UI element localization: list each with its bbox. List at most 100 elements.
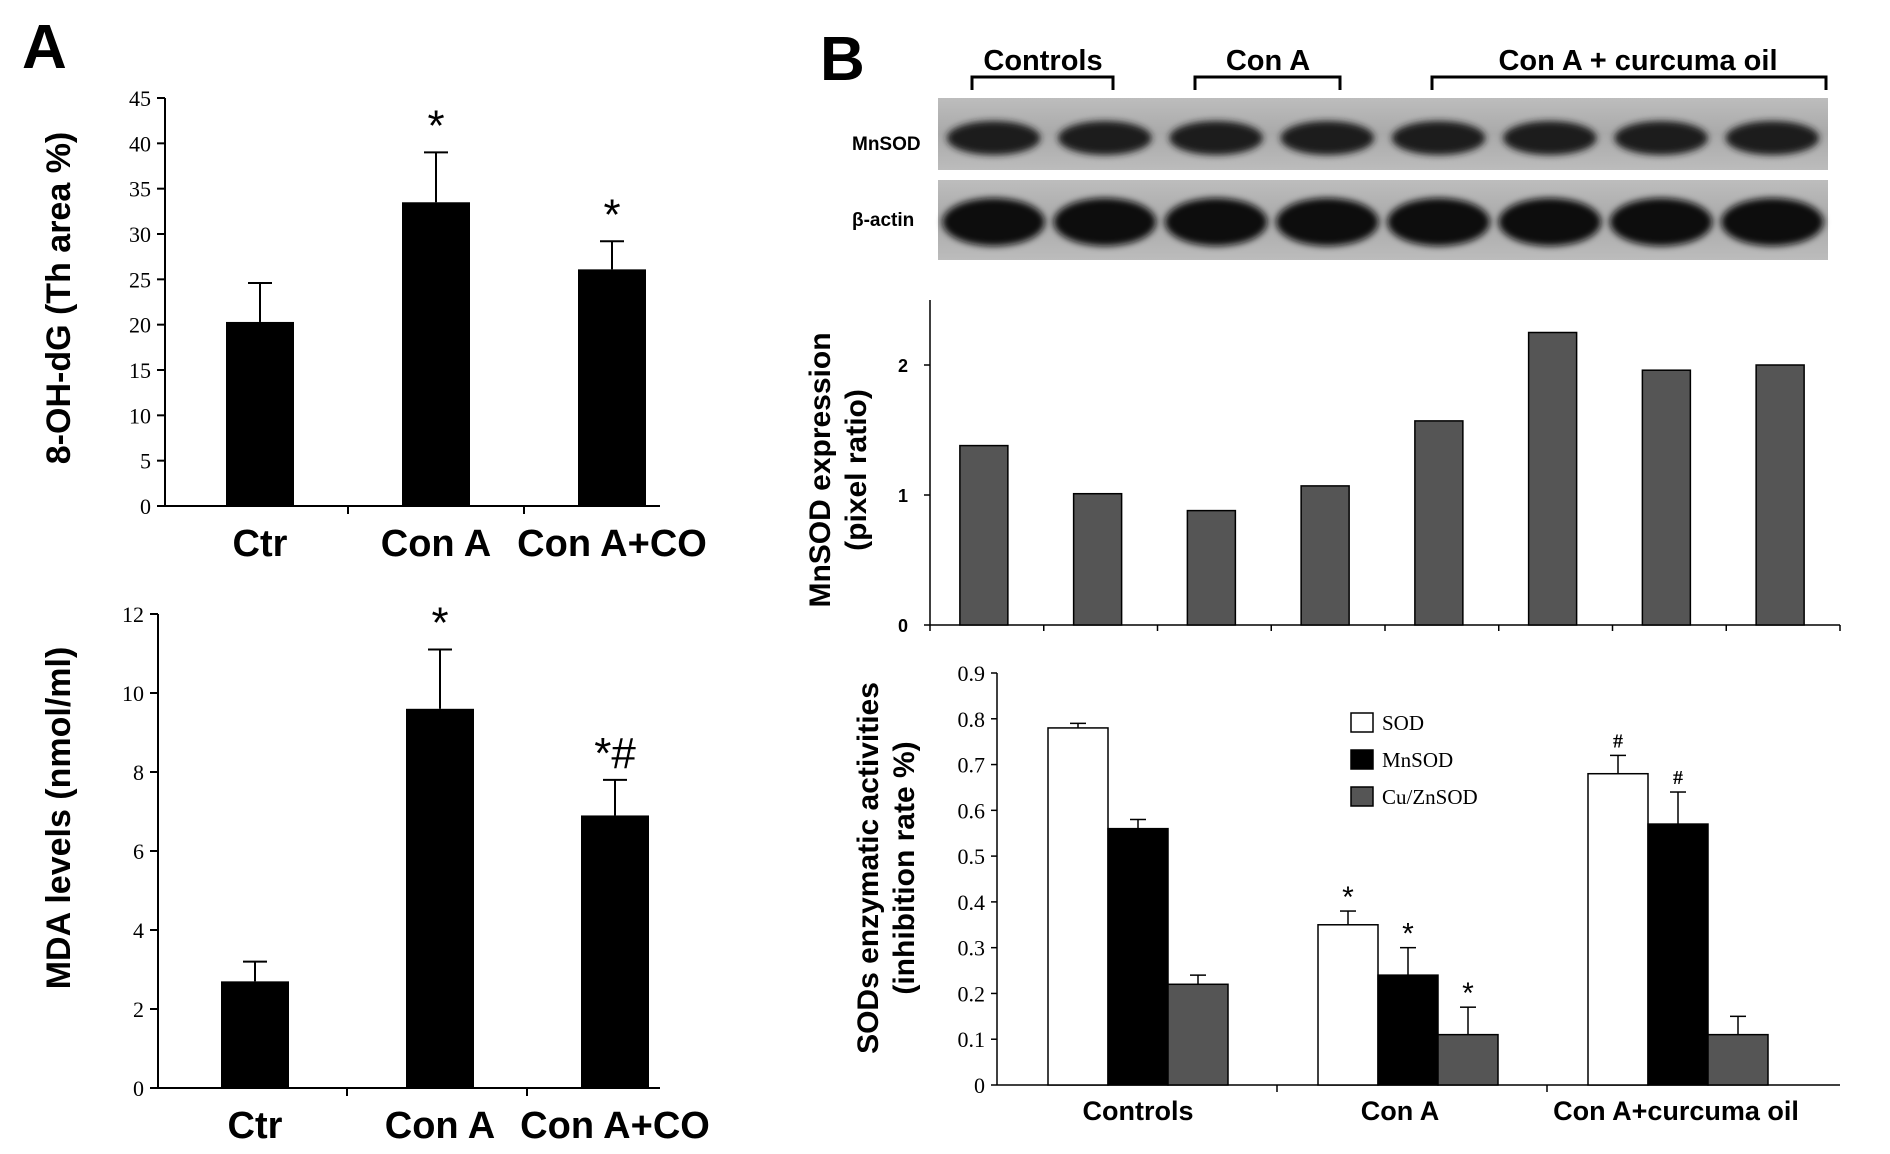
blot-group-cona: Con A: [1193, 45, 1342, 90]
mda-bar: [221, 981, 289, 1088]
ohdg-y-tick-label: 25: [129, 267, 151, 292]
ohdg-x-axis: Ctr Con A Con A+CO: [233, 523, 707, 565]
mda-y-tick-label: 10: [122, 681, 144, 706]
mda-y-axis-title: MDA levels (nmol/ml): [40, 647, 78, 990]
blot-band-actin: [942, 198, 1045, 246]
expr-y-axis-title-line1: MnSOD expression: [804, 332, 837, 607]
ohdg-y-tick-label: 15: [129, 358, 151, 383]
blot-row-label-mnsod: MnSOD: [852, 134, 921, 155]
expr-bar: [1414, 420, 1464, 626]
ohdg-y-tick-label: 30: [129, 222, 151, 247]
mda-y-tick-label: 6: [133, 839, 144, 864]
sod-significance-mark: #: [1673, 767, 1683, 789]
sod-y-tick-label: 0.9: [958, 661, 986, 686]
ohdg-bar: [578, 269, 646, 506]
blot-band-actin: [1721, 198, 1824, 246]
mda-bars: * *#: [221, 599, 649, 1088]
ohdg-y-tick-label: 5: [140, 449, 151, 474]
blot-group-label: Controls: [983, 45, 1102, 77]
mda-y-tick-label: 4: [133, 918, 144, 943]
blot-band-actin: [1498, 198, 1602, 246]
mda-category-label: Con A+CO: [520, 1105, 710, 1147]
chart-sod-activity: 0 0.1 0.2 0.3 0.4 0.5 0.6 0.7 0.8 0.9 * # * # * Contr…: [852, 661, 1840, 1126]
panel-label-b: B: [820, 25, 865, 94]
blot-band-actin: [1276, 198, 1379, 246]
sod-significance-mark: #: [1613, 730, 1623, 752]
blot-group-controls: Controls: [970, 45, 1115, 90]
expr-bar: [1755, 364, 1805, 626]
ohdg-bar: [402, 202, 470, 506]
sod-bar: [1047, 727, 1109, 1086]
mda-category-label: Con A: [385, 1105, 495, 1147]
sod-bar: [1317, 924, 1379, 1086]
sod-y-tick-label: 0.2: [958, 981, 986, 1006]
expr-y-tick-label: 2: [898, 356, 908, 376]
blot-band-mnsod: [1058, 121, 1152, 155]
sod-bar: [1707, 1033, 1769, 1086]
sod-legend: SOD MnSOD Cu/ZnSOD: [1350, 711, 1478, 809]
blot-band-mnsod: [1391, 121, 1486, 155]
expr-bars: [959, 331, 1805, 626]
sod-significance-mark: *: [1402, 918, 1414, 951]
expr-y-axis-title-line2: (pixel ratio): [840, 389, 873, 551]
ohdg-y-tick-label: 20: [129, 313, 151, 338]
blot-band-actin: [1053, 198, 1157, 246]
legend-label-sod: SOD: [1382, 711, 1424, 735]
sod-y-tick-label: 0.6: [958, 798, 986, 823]
legend-label-cuznsod: Cu/ZnSOD: [1382, 785, 1478, 809]
ohdg-significance-mark: *: [427, 101, 444, 150]
legend-label-mnsod: MnSOD: [1382, 748, 1453, 772]
expr-y-tick-label: 0: [898, 616, 908, 636]
sod-y-axis-title-line2: (inhibition rate %): [888, 741, 921, 994]
blot-group-bracket: [1430, 75, 1828, 90]
legend-swatch-sod: [1350, 712, 1374, 733]
sod-y-tick-label: 0.4: [958, 890, 986, 915]
sod-bar: [1647, 823, 1709, 1086]
mda-y-tick-label: 2: [133, 997, 144, 1022]
legend-swatch-cuznsod: [1350, 786, 1374, 807]
chart-mda: 0 2 4 6 8 10 12 * *# Ctr Con A Con A+CO MDA level…: [40, 599, 710, 1147]
sod-y-tick-label: 0.3: [958, 936, 986, 961]
mda-y-axis: 0 2 4 6 8 10 12: [122, 602, 660, 1101]
sod-y-tick-label: 0.5: [958, 844, 986, 869]
legend-swatch-mnsod: [1350, 749, 1374, 770]
mda-bar: [581, 815, 649, 1088]
ohdg-bar: [226, 321, 294, 506]
sod-bar: [1167, 983, 1229, 1086]
expr-bar: [1072, 492, 1123, 626]
blot-band-mnsod: [1614, 121, 1708, 155]
mda-significance-mark: *: [431, 599, 448, 648]
blot-group-bracket: [970, 75, 1115, 90]
blot-band-actin: [1609, 198, 1713, 246]
ohdg-category-label: Con A+CO: [517, 523, 707, 565]
sod-y-tick-label: 0.8: [958, 707, 986, 732]
ohdg-category-label: Con A: [381, 523, 491, 565]
expr-bar: [1186, 509, 1237, 626]
sod-y-axis-title-line1: SODs enzymatic activities: [852, 682, 885, 1054]
ohdg-y-tick-label: 45: [129, 86, 151, 111]
sod-bar: [1377, 974, 1439, 1086]
blot-row-label-actin: β-actin: [852, 210, 914, 231]
sod-y-tick-label: 0.7: [958, 753, 986, 778]
mda-significance-mark: *#: [594, 729, 636, 778]
blot-band-mnsod: [1280, 121, 1375, 155]
blot-group-cona-co: Con A + curcuma oil: [1430, 45, 1828, 90]
blot-bands: [942, 121, 1824, 246]
ohdg-category-label: Ctr: [233, 523, 288, 565]
mda-y-tick-label: 12: [122, 602, 144, 627]
blot-group-label: Con A: [1226, 45, 1310, 77]
sod-y-tick-label: 0: [974, 1073, 985, 1098]
blot-band-mnsod: [1169, 121, 1263, 155]
blot-band-actin: [1164, 198, 1268, 246]
ohdg-significance-mark: *: [603, 190, 620, 239]
blot-band-actin: [1387, 198, 1490, 246]
mda-x-axis: Ctr Con A Con A+CO: [228, 1105, 710, 1147]
expr-bar: [1641, 369, 1692, 626]
sod-category-label: Con A+curcuma oil: [1553, 1096, 1799, 1126]
western-blot: Controls Con A Con A + curcuma oil MnSOD…: [852, 45, 1828, 260]
blot-band-mnsod: [1725, 121, 1820, 155]
sod-significance-mark: *: [1342, 881, 1354, 914]
ohdg-y-tick-label: 40: [129, 131, 151, 156]
mda-y-tick-label: 8: [133, 760, 144, 785]
